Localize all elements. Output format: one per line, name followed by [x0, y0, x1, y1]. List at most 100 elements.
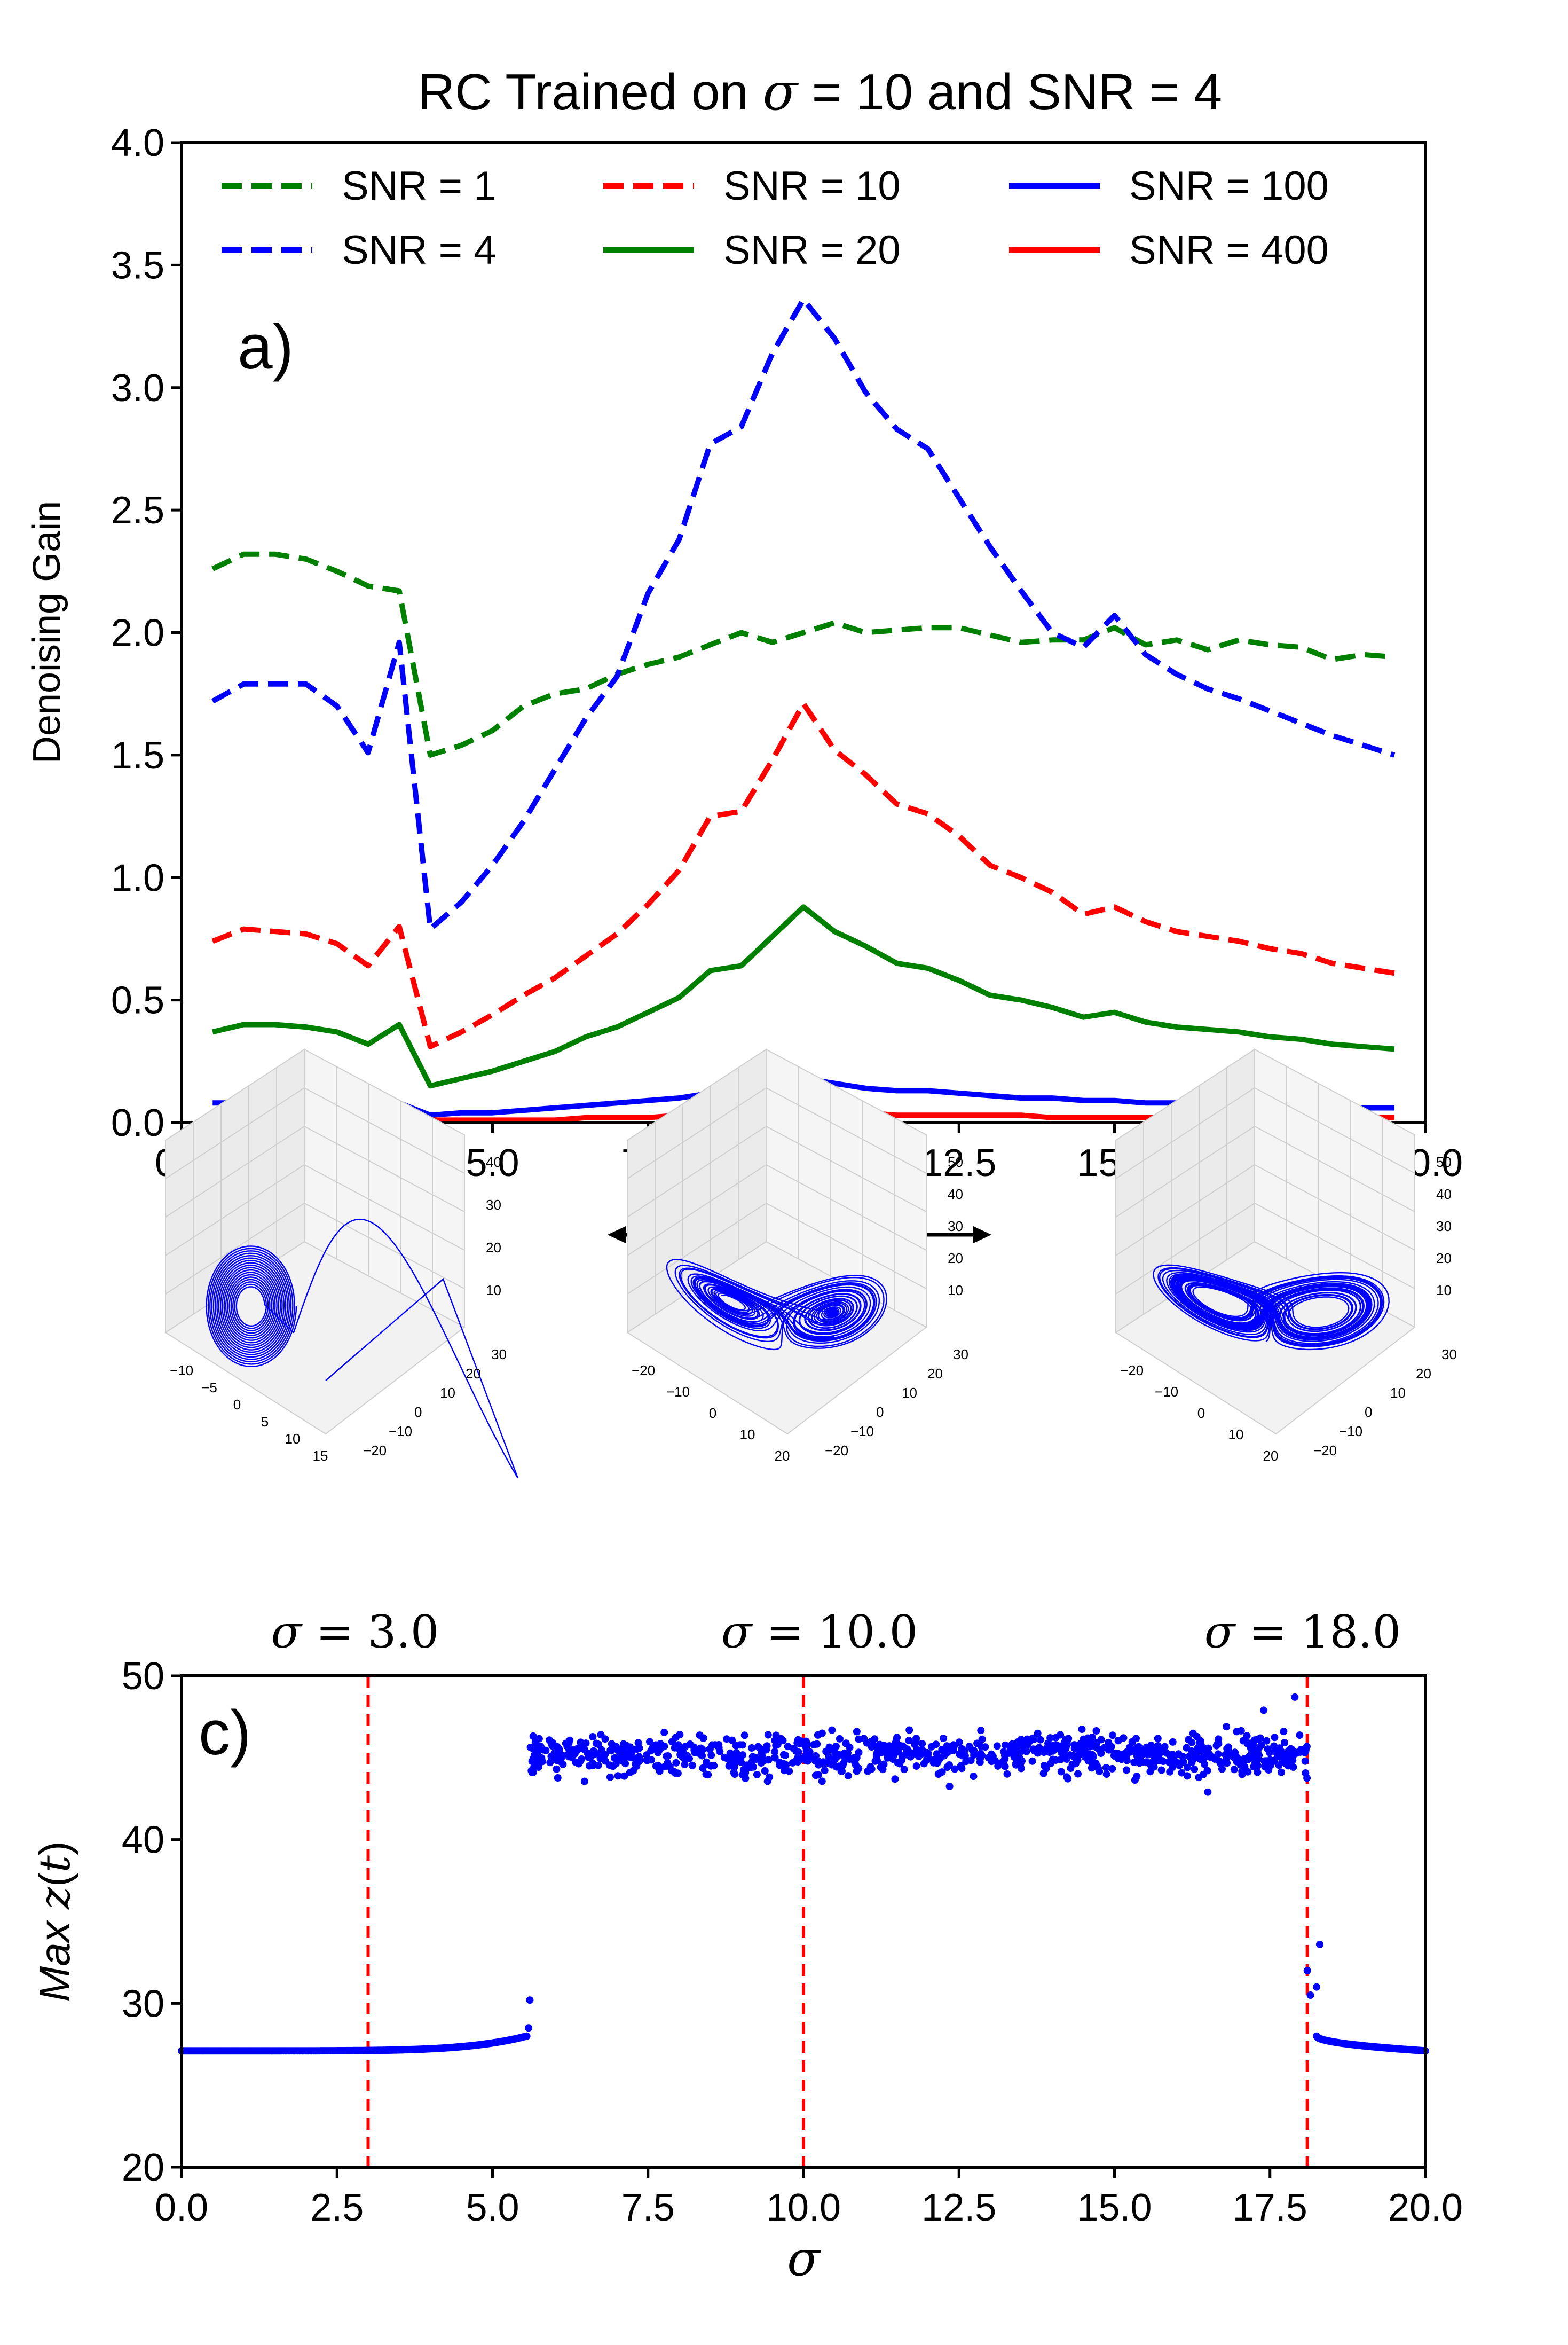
scatter-point [1183, 1772, 1191, 1780]
scatter-point [970, 1746, 978, 1754]
x-tick-label: 5.0 [466, 1142, 519, 1185]
scatter-point [958, 1752, 966, 1760]
scatter-point [789, 1759, 797, 1767]
scatter-point [1157, 1766, 1165, 1774]
scatter-point [683, 1752, 691, 1760]
scatter-point [1102, 1770, 1110, 1778]
scatter-point [1034, 1729, 1042, 1737]
grid-line [165, 1203, 305, 1295]
scatter-point [1223, 1723, 1231, 1731]
scatter-point [554, 1774, 562, 1782]
scatter-point [876, 1743, 884, 1751]
back-pane [304, 1048, 465, 1328]
scatter-point [549, 1742, 557, 1750]
scatter-point [1285, 1747, 1293, 1755]
scatter-point [988, 1750, 996, 1758]
grid-line [165, 1126, 305, 1218]
scatter-point [942, 1748, 950, 1756]
scatter-point [903, 1745, 911, 1753]
scatter-point [866, 1763, 874, 1771]
scatter-point [1303, 1967, 1311, 1974]
scatter-point [531, 1738, 539, 1746]
scatter-point [762, 1746, 770, 1754]
scatter-point [1041, 1762, 1048, 1769]
scatter-point [967, 1756, 975, 1764]
series-line [211, 701, 1395, 1049]
scatter-point [853, 1767, 861, 1775]
x-tick-label: 20 [1263, 1448, 1279, 1464]
x-tick-label: 20 [775, 1448, 790, 1464]
caption-1-value: = 3.0 [302, 1606, 439, 1658]
scatter-point [1249, 1745, 1257, 1752]
grid-line [304, 1164, 465, 1251]
scatter-point [891, 1775, 899, 1783]
z-tick-label: 30 [948, 1218, 963, 1234]
scatter-point [1030, 1736, 1038, 1743]
scatter-point [1017, 1764, 1025, 1773]
grid-line [1115, 1087, 1255, 1179]
ylabel-t: t [30, 1855, 80, 1872]
scatter-point [1074, 1770, 1082, 1778]
scatter-point [945, 1783, 954, 1790]
scatter-point [1070, 1741, 1078, 1749]
scatter-point [534, 1763, 542, 1771]
caption-2-value: = 10.0 [752, 1606, 918, 1658]
scatter-point [1190, 1755, 1197, 1763]
scatter-point [877, 1763, 885, 1771]
scatter-point [688, 1761, 696, 1769]
panel-a-legend: SNR = 1 SNR = 4 SNR = 10 SNR = 20 SNR = 100 S… [222, 163, 1329, 273]
scatter-point [1172, 1758, 1180, 1766]
scatter-point [846, 1744, 854, 1752]
arrow-right-head [973, 1226, 991, 1243]
z-tick-label: 50 [948, 1154, 963, 1170]
scatter-point [772, 1742, 780, 1750]
x-tick-label: 10 [285, 1431, 301, 1447]
scatter-point [1068, 1760, 1076, 1768]
scatter-point [1146, 1768, 1154, 1776]
scatter-point [566, 1736, 574, 1744]
scatter-point [1133, 1743, 1141, 1751]
scatter-point [702, 1770, 710, 1778]
scatter-point [1123, 1766, 1130, 1774]
scatter-point [706, 1745, 714, 1753]
scatter-point [1254, 1768, 1262, 1776]
scatter-point [925, 1754, 933, 1762]
scatter-point [761, 1767, 769, 1775]
x-tick-label: 2.5 [310, 2186, 364, 2229]
scatter-point [828, 1726, 836, 1734]
scatter-point [1058, 1748, 1066, 1756]
scatter-point [893, 1734, 901, 1742]
panel-b-attractors: b) 403020103020100−10−20−10−505101550403… [164, 1048, 1457, 1658]
scatter-point [918, 1740, 926, 1748]
scatter-point [1108, 1764, 1116, 1773]
scatter-point [672, 1759, 680, 1767]
scatter-point [970, 1773, 978, 1781]
grid-line [304, 1087, 465, 1174]
scatter-point [1203, 1767, 1211, 1775]
ylabel-paren-open: ( [31, 1872, 78, 1887]
scatter-point [577, 1744, 585, 1752]
y-tick-label: −20 [1313, 1442, 1337, 1458]
panel-a-label: a) [238, 312, 294, 382]
scatter-point [958, 1745, 966, 1753]
scatter-point [626, 1743, 634, 1751]
scatter-point [810, 1740, 818, 1748]
scatter-point [1154, 1742, 1162, 1750]
scatter-point [580, 1777, 588, 1785]
scatter-point [1012, 1744, 1020, 1752]
scatter-point [814, 1757, 822, 1765]
scatter-point [1255, 1751, 1263, 1759]
scatter-point [660, 1763, 668, 1771]
scatter-point [977, 1727, 985, 1735]
scatter-point [901, 1751, 909, 1759]
scatter-point [699, 1764, 707, 1772]
scatter-point [585, 1753, 593, 1761]
scatter-point [844, 1772, 852, 1780]
legend-label: SNR = 100 [1129, 163, 1329, 209]
scatter-point [1280, 1728, 1288, 1736]
scatter-point [1302, 1747, 1310, 1755]
scatter-point [633, 1762, 641, 1770]
